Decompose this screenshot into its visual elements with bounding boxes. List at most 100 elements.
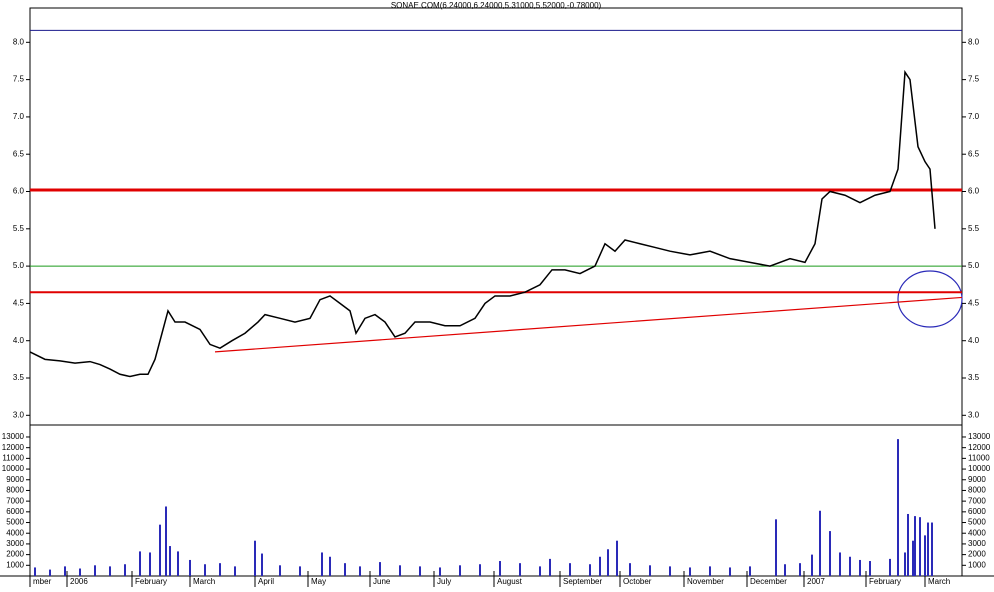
y-tick-label: 12000 <box>968 443 991 452</box>
x-tick-label: September <box>563 577 602 586</box>
y-tick-label: 4000 <box>968 528 986 537</box>
volume-bar <box>219 563 221 576</box>
x-tick-label: July <box>437 577 451 586</box>
y-tick-label: 6000 <box>6 507 24 516</box>
y-tick-label: 4.0 <box>968 336 980 345</box>
y-tick-label: 5.0 <box>13 261 25 270</box>
volume-bar <box>889 558 891 576</box>
volume-bar <box>931 522 933 576</box>
volume-bar <box>279 565 281 576</box>
y-tick-label: 7.5 <box>13 75 25 84</box>
volume-bar <box>344 563 346 576</box>
x-tick-label: October <box>623 577 652 586</box>
y-tick-label: 7.0 <box>13 112 25 121</box>
volume-bar <box>599 556 601 576</box>
price-line <box>29 69 936 378</box>
y-tick-label: 2000 <box>6 550 24 559</box>
y-tick-label: 4.5 <box>968 299 980 308</box>
highlight-circle <box>897 270 963 328</box>
volume-bar <box>649 565 651 576</box>
y-tick-label: 11000 <box>968 453 990 462</box>
volume-bar <box>299 566 301 576</box>
y-tick-label: 7.5 <box>968 75 980 84</box>
y-tick-label: 9000 <box>6 475 24 484</box>
trend-line <box>214 296 963 353</box>
volume-bar <box>64 566 66 576</box>
y-tick-label: 10000 <box>2 464 25 473</box>
volume-bar <box>616 540 618 576</box>
y-tick-label: 3000 <box>968 539 986 548</box>
y-tick-label: 3.5 <box>13 373 25 382</box>
volume-bar <box>849 556 851 576</box>
y-tick-label: 6000 <box>968 507 986 516</box>
volume-bar <box>149 552 151 576</box>
y-tick-label: 1000 <box>6 560 24 569</box>
volume-bar <box>261 553 263 576</box>
volume-bar <box>479 564 481 576</box>
volume-bar <box>234 566 236 576</box>
volume-bar <box>907 513 909 576</box>
y-tick-label: 3.0 <box>13 410 25 419</box>
x-tick-label: May <box>311 577 326 586</box>
chart-title: SONAE.COM(6.24000,6.24000,5.31000,5.5200… <box>391 1 602 10</box>
x-tick-label: February <box>135 577 167 586</box>
volume-bar <box>775 519 777 576</box>
volume-bar <box>607 549 609 576</box>
x-tick-label: 2006 <box>70 577 88 586</box>
volume-bar <box>912 540 914 576</box>
y-tick-label: 3.5 <box>968 373 980 382</box>
y-tick-label: 7000 <box>6 496 24 505</box>
volume-bar <box>904 552 906 576</box>
y-tick-label: 4.5 <box>13 299 25 308</box>
x-tick-label: March <box>928 577 950 586</box>
volume-bar <box>749 566 751 576</box>
y-tick-label: 8000 <box>6 486 24 495</box>
x-tick-label: December <box>750 577 787 586</box>
y-tick-label: 9000 <box>968 475 986 484</box>
volume-bar <box>569 563 571 576</box>
volume-bar <box>359 566 361 576</box>
volume-bar <box>321 552 323 576</box>
y-tick-label: 8.0 <box>968 37 980 46</box>
volume-bar <box>869 561 871 576</box>
volume-bar <box>689 567 691 576</box>
y-tick-label: 6.0 <box>968 187 980 196</box>
volume-bar <box>549 558 551 576</box>
y-tick-label: 5.0 <box>968 261 980 270</box>
y-tick-label: 8000 <box>968 486 986 495</box>
volume-bar <box>859 559 861 576</box>
volume-bar <box>109 566 111 576</box>
volume-bar <box>254 540 256 576</box>
y-tick-label: 7000 <box>968 496 986 505</box>
volume-bar <box>669 566 671 576</box>
volume-bar <box>819 510 821 576</box>
y-tick-label: 4000 <box>6 528 24 537</box>
volume-bar <box>539 566 541 576</box>
volume-bar <box>204 564 206 576</box>
volume-bar <box>914 516 916 576</box>
volume-bar <box>839 552 841 576</box>
y-tick-label: 5000 <box>6 518 24 527</box>
y-tick-label: 10000 <box>968 464 991 473</box>
volume-bar <box>629 563 631 576</box>
y-tick-label: 13000 <box>2 432 25 441</box>
volume-bar <box>177 551 179 576</box>
y-tick-label: 3000 <box>6 539 24 548</box>
volume-bar <box>459 565 461 576</box>
y-tick-label: 8.0 <box>13 37 25 46</box>
volume-bar <box>379 562 381 576</box>
volume-bar <box>169 546 171 576</box>
x-tick-label: November <box>687 577 724 586</box>
y-tick-label: 6.5 <box>13 149 25 158</box>
volume-bar <box>419 566 421 576</box>
y-tick-label: 1000 <box>968 560 986 569</box>
volume-bar <box>589 564 591 576</box>
volume-bar <box>799 563 801 576</box>
volume-bar <box>927 522 929 576</box>
volume-bar <box>919 517 921 576</box>
y-tick-label: 4.0 <box>13 336 25 345</box>
y-tick-label: 6.0 <box>13 187 25 196</box>
volume-bar <box>49 569 51 576</box>
volume-bar <box>34 567 36 576</box>
